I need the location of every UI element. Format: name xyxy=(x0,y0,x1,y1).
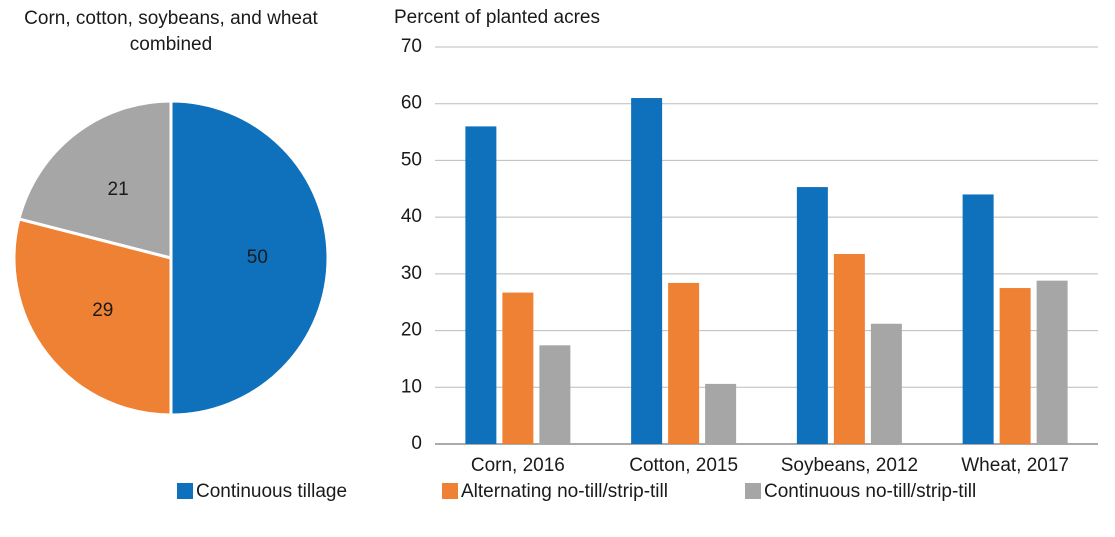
legend-swatch xyxy=(442,483,458,499)
bar xyxy=(465,126,497,445)
legend-swatch xyxy=(177,483,193,499)
y-tick-label: 40 xyxy=(401,206,422,227)
x-tick-label: Wheat, 2017 xyxy=(961,455,1069,476)
y-axis-label: Percent of planted acres xyxy=(394,7,600,28)
y-tick-label: 50 xyxy=(401,149,422,170)
bar xyxy=(668,282,700,444)
bar xyxy=(870,323,902,444)
y-tick-label: 0 xyxy=(411,433,422,454)
bar xyxy=(833,254,865,444)
pie-slice xyxy=(17,99,173,260)
y-tick-label: 30 xyxy=(401,263,422,284)
bar xyxy=(1036,280,1068,444)
pie-slice xyxy=(12,217,173,417)
pie-slice xyxy=(169,99,330,417)
x-tick-label: Corn, 2016 xyxy=(471,455,565,476)
bar xyxy=(962,194,994,444)
bar xyxy=(502,292,534,444)
legend-label: Continuous tillage xyxy=(196,481,347,502)
y-tick-label: 10 xyxy=(401,376,422,397)
legend-label: Continuous no-till/strip-till xyxy=(764,481,976,502)
bar xyxy=(796,187,828,444)
bar xyxy=(539,345,571,444)
y-tick-label: 60 xyxy=(401,93,422,114)
y-tick-label: 20 xyxy=(401,320,422,341)
x-tick-label: Cotton, 2015 xyxy=(629,455,738,476)
bar xyxy=(999,288,1031,444)
bar xyxy=(705,383,737,444)
slice-label: 21 xyxy=(108,179,129,200)
slice-label: 29 xyxy=(92,300,113,321)
x-tick-label: Soybeans, 2012 xyxy=(781,455,918,476)
pie-title: Corn, cotton, soybeans, and wheat combin… xyxy=(24,8,318,55)
y-tick-label: 70 xyxy=(401,36,422,57)
bar xyxy=(631,98,663,445)
slice-label: 50 xyxy=(247,247,268,268)
legend-label: Alternating no-till/strip-till xyxy=(461,481,668,502)
legend-swatch xyxy=(745,483,761,499)
